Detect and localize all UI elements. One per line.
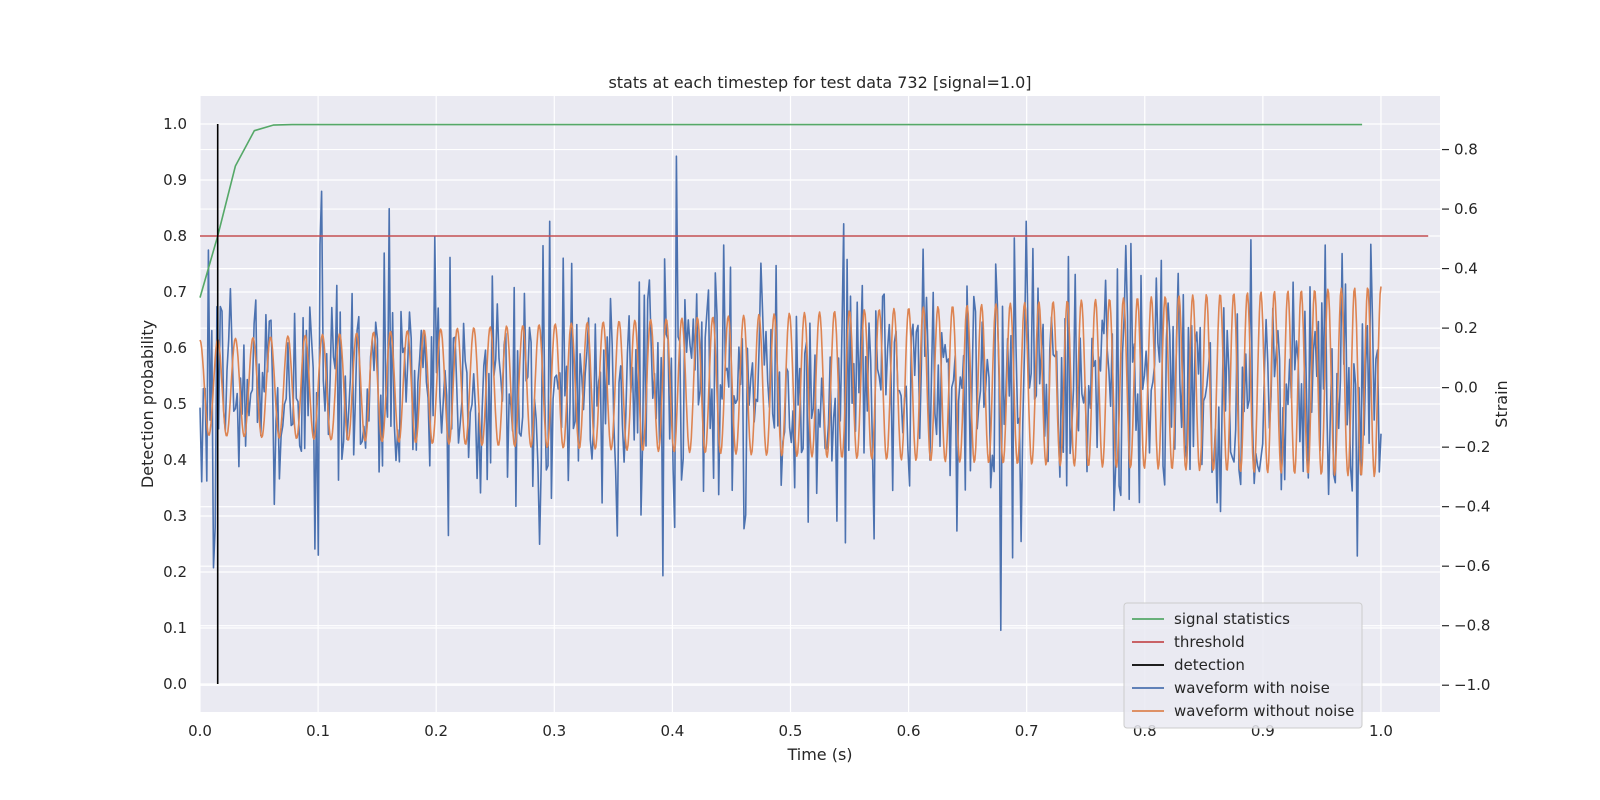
y2-axis-label: Strain <box>1492 380 1511 427</box>
y2-tick-label: −1.0 <box>1454 676 1490 694</box>
y-tick-label: 0.0 <box>163 675 187 693</box>
x-tick-label: 0.6 <box>897 722 921 740</box>
legend-entry: detection <box>1174 656 1245 674</box>
x-tick-label: 0.1 <box>306 722 330 740</box>
legend-entry: signal statistics <box>1174 610 1290 628</box>
y-tick-label: 0.4 <box>163 451 187 469</box>
legend-entry: threshold <box>1174 633 1245 651</box>
legend: signal statistics threshold detection wavef… <box>1123 602 1363 729</box>
y-tick-label: 0.5 <box>163 395 187 413</box>
y-tick-label: 0.9 <box>163 171 187 189</box>
y2-tick-label: −0.4 <box>1454 498 1490 516</box>
y-tick-label: 0.3 <box>163 507 187 525</box>
y-axis-label: Detection probability <box>138 320 157 488</box>
y2-tick-label: 0.8 <box>1454 141 1478 159</box>
x-tick-label: 0.0 <box>188 722 212 740</box>
legend-box <box>1123 602 1363 729</box>
chart-title: stats at each timestep for test data 732… <box>608 73 1031 92</box>
y2-tick-label: 0.2 <box>1454 319 1478 337</box>
y-tick-label: 0.6 <box>163 339 187 357</box>
y2-tick-label: −0.6 <box>1454 557 1490 575</box>
y2-tick-label: −0.2 <box>1454 438 1490 456</box>
series-line-signal-statistics <box>199 123 1363 298</box>
left-axis-ticks: 0.0 0.1 0.2 0.3 0.4 0.5 0.6 0.7 0.8 0.9 1.0 <box>163 115 187 693</box>
series-line-waveform-without-noise <box>199 286 1382 478</box>
y-tick-label: 0.8 <box>163 227 187 245</box>
y-tick-label: 0.2 <box>163 563 187 581</box>
x-tick-label: 1.0 <box>1369 722 1393 740</box>
y-tick-label: 1.0 <box>163 115 187 133</box>
y2-tick-label: 0.4 <box>1454 260 1478 278</box>
x-tick-label: 0.4 <box>660 722 684 740</box>
right-axis-ticks: −1.0 −0.8 −0.6 −0.4 −0.2 0.0 0.2 0.4 0.6 0.8 <box>1442 141 1490 694</box>
x-tick-label: 0.7 <box>1015 722 1039 740</box>
x-axis-label: Time (s) <box>786 745 852 764</box>
x-tick-label: 0.3 <box>542 722 566 740</box>
y2-tick-label: 0.6 <box>1454 200 1478 218</box>
series-line-waveform-with-noise <box>199 155 1382 632</box>
y2-tick-label: −0.8 <box>1454 617 1490 635</box>
y-tick-label: 0.1 <box>163 619 187 637</box>
x-tick-label: 0.2 <box>424 722 448 740</box>
legend-entry: waveform without noise <box>1174 702 1354 720</box>
y-tick-label: 0.7 <box>163 283 187 301</box>
legend-entry: waveform with noise <box>1174 679 1330 697</box>
series-lines <box>199 123 1429 684</box>
x-tick-label: 0.5 <box>779 722 803 740</box>
y2-tick-label: 0.0 <box>1454 379 1478 397</box>
